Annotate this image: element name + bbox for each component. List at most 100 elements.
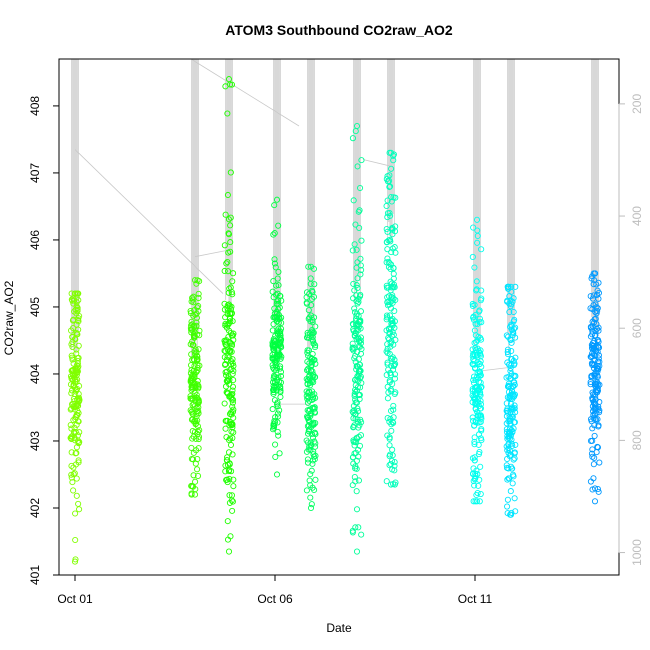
data-point xyxy=(224,518,231,525)
data-point xyxy=(229,370,236,377)
data-point xyxy=(74,400,81,407)
data-point xyxy=(388,249,395,256)
data-point xyxy=(384,414,391,422)
data-point xyxy=(595,488,602,495)
data-point xyxy=(509,332,516,339)
data-point xyxy=(74,357,81,365)
data-point xyxy=(229,507,236,514)
data-point xyxy=(386,177,393,184)
data-point xyxy=(195,290,202,297)
data-point xyxy=(71,372,78,380)
data-point xyxy=(355,356,362,363)
data-point xyxy=(191,356,198,364)
data-point xyxy=(384,214,391,221)
data-point xyxy=(476,412,483,419)
data-point xyxy=(512,283,519,290)
data-point-max xyxy=(507,283,515,290)
data-point xyxy=(354,275,361,282)
data-point xyxy=(353,506,361,513)
data-point xyxy=(391,467,398,474)
data-point xyxy=(474,419,481,426)
data-point xyxy=(588,360,595,367)
data-point xyxy=(590,461,597,468)
data-point xyxy=(507,488,514,495)
data-point xyxy=(470,316,478,323)
data-point xyxy=(222,211,229,218)
data-point xyxy=(506,394,513,401)
data-point xyxy=(222,425,229,432)
data-point xyxy=(351,355,358,362)
data-point xyxy=(304,459,312,466)
data-point xyxy=(503,374,510,381)
data-point xyxy=(596,398,603,406)
data-point xyxy=(351,309,359,316)
data-point xyxy=(383,202,390,210)
data-point xyxy=(476,405,484,412)
data-point xyxy=(357,334,364,341)
data-point xyxy=(277,332,284,339)
data-point xyxy=(503,462,510,469)
data-point xyxy=(270,386,277,394)
data-point xyxy=(277,328,284,335)
data-point xyxy=(277,325,285,332)
data-point xyxy=(276,353,283,360)
data-point xyxy=(190,341,197,349)
data-point xyxy=(275,282,282,289)
data-point xyxy=(475,482,482,489)
data-point xyxy=(71,435,78,442)
data-point xyxy=(588,450,596,457)
data-point xyxy=(478,295,485,302)
data-point xyxy=(228,342,235,349)
data-point xyxy=(383,371,390,379)
data-point xyxy=(354,348,361,356)
data-point xyxy=(310,451,317,458)
data-point xyxy=(508,323,515,330)
data-point xyxy=(384,255,391,262)
data-point xyxy=(510,328,517,335)
data-point xyxy=(227,169,234,176)
data-point xyxy=(350,460,357,467)
data-point xyxy=(229,387,236,394)
data-point xyxy=(190,401,197,408)
data-point xyxy=(385,237,392,244)
data-point xyxy=(473,373,480,381)
data-point xyxy=(312,323,319,330)
chart-title: ATOM3 Southbound CO2raw_AO2 xyxy=(225,22,453,38)
data-point xyxy=(69,371,76,378)
data-point xyxy=(506,433,513,440)
data-point xyxy=(223,476,230,484)
data-point xyxy=(72,378,79,385)
data-point xyxy=(471,264,478,271)
data-point xyxy=(355,524,362,531)
data-point xyxy=(307,275,314,282)
data-point xyxy=(188,373,195,380)
data-point xyxy=(229,278,236,285)
data-point xyxy=(508,465,515,472)
data-point xyxy=(67,421,74,429)
data-point xyxy=(221,242,228,249)
data-point xyxy=(389,245,396,252)
data-point xyxy=(270,420,277,427)
data-point xyxy=(469,302,476,310)
data-point xyxy=(504,496,511,503)
data-point xyxy=(191,329,198,336)
data-point xyxy=(275,301,282,308)
data-point xyxy=(227,284,234,291)
data-point xyxy=(471,395,478,402)
data-point xyxy=(226,376,233,383)
data-point xyxy=(271,383,278,390)
data-point xyxy=(595,279,602,286)
data-point xyxy=(192,478,199,485)
data-point xyxy=(388,320,395,327)
data-point-min xyxy=(191,491,199,498)
data-point xyxy=(356,361,364,368)
data-point xyxy=(67,434,74,442)
data-point xyxy=(227,329,234,337)
data-point xyxy=(303,487,310,494)
data-point xyxy=(589,295,596,302)
data-point xyxy=(309,295,316,302)
data-point xyxy=(353,282,360,289)
data-point xyxy=(226,347,233,354)
data-point xyxy=(310,293,318,300)
